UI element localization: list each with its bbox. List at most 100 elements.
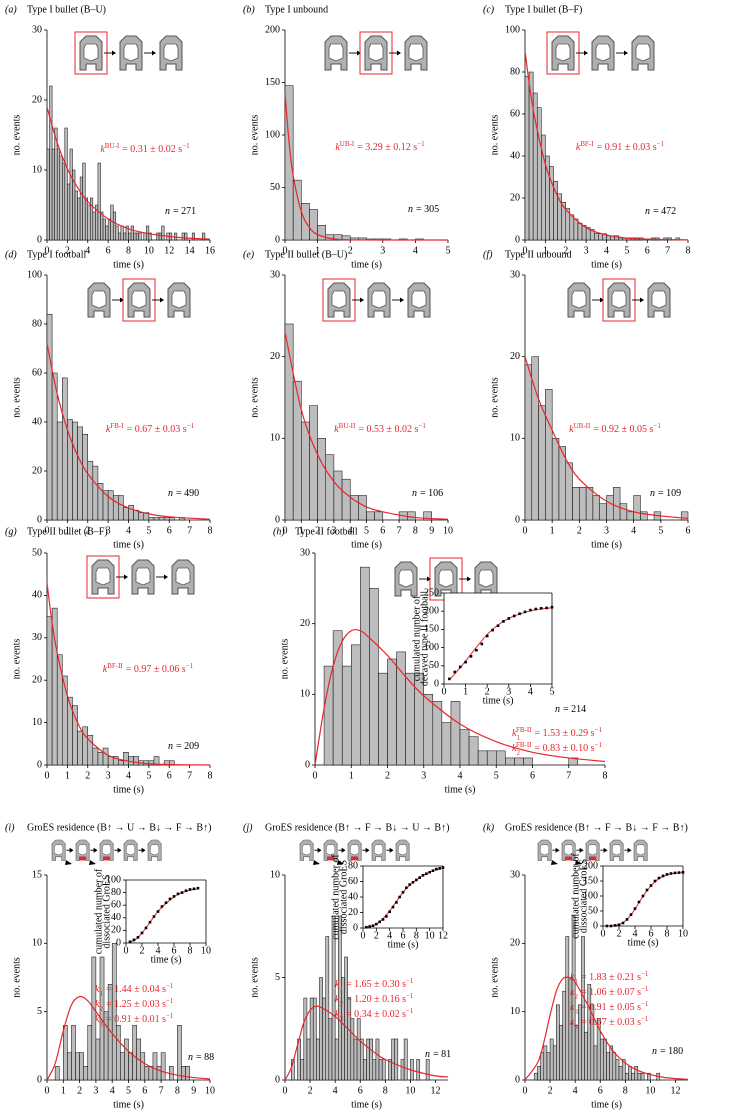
x-tick-label: 0 bbox=[361, 930, 366, 941]
rate-text: = 0.92 ± 0.05 s bbox=[593, 424, 653, 435]
panel-label: (d) bbox=[5, 249, 17, 260]
rate-unit-sup: −1 bbox=[657, 140, 665, 148]
inset-point bbox=[425, 872, 428, 876]
x-tick-label: 8 bbox=[413, 525, 418, 536]
bar bbox=[333, 470, 343, 521]
icon bbox=[171, 559, 195, 595]
inset-point bbox=[172, 895, 176, 898]
bar bbox=[496, 750, 506, 766]
panel-label: (f) bbox=[483, 249, 493, 260]
inset-point bbox=[192, 887, 196, 891]
bar bbox=[626, 511, 634, 521]
count-text: = 305 bbox=[416, 204, 439, 215]
y-tick-label: 20 bbox=[510, 351, 520, 362]
bar bbox=[396, 651, 406, 766]
x-axis-label: time (s) bbox=[113, 1099, 144, 1110]
x-tick-label: 4 bbox=[156, 945, 161, 956]
bar bbox=[625, 1072, 629, 1081]
arrow-head bbox=[400, 297, 404, 303]
bar bbox=[84, 197, 88, 241]
inset-point bbox=[405, 886, 408, 889]
count-note: n = 305 bbox=[408, 204, 439, 215]
bar bbox=[378, 1059, 383, 1081]
bar bbox=[97, 162, 101, 241]
icon-cavity bbox=[540, 844, 550, 856]
bar bbox=[128, 505, 134, 521]
x-tick-label: 14 bbox=[185, 245, 195, 256]
y-tick-label: 50 bbox=[429, 660, 439, 671]
rate-unit-sup: −1 bbox=[406, 977, 414, 985]
bar bbox=[56, 421, 63, 521]
y-tick-label: 10 bbox=[300, 689, 310, 700]
bar bbox=[152, 1052, 158, 1081]
bar bbox=[637, 1072, 642, 1081]
y-axis-label: no. events bbox=[249, 115, 260, 156]
icon bbox=[123, 839, 138, 861]
x-axis-label: time (s) bbox=[351, 1099, 382, 1110]
icon bbox=[79, 35, 103, 71]
rate-label: k2 = 1.06 ± 0.07 s−1 bbox=[570, 985, 649, 1001]
bar bbox=[366, 511, 375, 521]
x-tick-label: 0 bbox=[124, 945, 129, 956]
bar bbox=[144, 1066, 150, 1081]
pointer bbox=[551, 860, 558, 865]
bar bbox=[112, 211, 117, 241]
bar bbox=[350, 1018, 355, 1081]
x-tick-label: 2 bbox=[617, 928, 622, 939]
bar bbox=[565, 936, 570, 1081]
bar bbox=[603, 1038, 607, 1081]
rate-symbol: k bbox=[95, 999, 100, 1010]
bar bbox=[123, 752, 129, 766]
y-tick-label: 0 bbox=[515, 514, 520, 525]
inset-point bbox=[677, 871, 681, 874]
bar bbox=[553, 180, 558, 241]
bar bbox=[391, 1038, 395, 1081]
bar bbox=[331, 915, 336, 1081]
bar bbox=[316, 1038, 320, 1081]
icon-cavity bbox=[374, 844, 384, 856]
y-tick-label: 0 bbox=[515, 1074, 520, 1085]
bar bbox=[132, 1025, 137, 1081]
y-tick-label: 0 bbox=[275, 1074, 280, 1085]
x-tick-label: 0 bbox=[523, 525, 528, 536]
panel: (c) Type I bullet (B–F) 0 20 40 60 80 100 0 1 2 3 4 5… bbox=[483, 4, 691, 270]
rate-sup: UB-I bbox=[340, 140, 355, 148]
inset-point bbox=[184, 889, 188, 893]
x-tick-label: 6 bbox=[167, 770, 172, 781]
bar bbox=[594, 233, 599, 241]
rate-symbol: k bbox=[103, 664, 108, 675]
inset-point bbox=[428, 870, 431, 874]
panel: (k) GroES residence (B↑ → F → B↓ → F → B↑… bbox=[483, 822, 689, 1110]
y-tick-label: 100 bbox=[265, 129, 280, 140]
pointer bbox=[65, 860, 72, 865]
arrow-head bbox=[160, 297, 164, 303]
rate-sub: 1 bbox=[574, 978, 578, 986]
x-tick-label: 4 bbox=[413, 245, 418, 256]
bar bbox=[107, 218, 111, 241]
bar bbox=[123, 232, 127, 241]
rate-unit-sup: −1 bbox=[166, 982, 174, 990]
rate-label: k1 = 1.83 ± 0.21 s−1 bbox=[570, 970, 649, 986]
fit-curve bbox=[46, 106, 211, 240]
y-tick-label: 20 bbox=[32, 674, 42, 685]
inset-point bbox=[152, 915, 156, 918]
icon bbox=[327, 282, 351, 318]
count-note: n = 109 bbox=[650, 488, 681, 499]
bar bbox=[565, 462, 573, 521]
y-tick-label: 100 bbox=[106, 874, 121, 885]
icon bbox=[647, 282, 671, 318]
x-tick-label: 0 bbox=[45, 525, 50, 536]
inset-point bbox=[431, 869, 435, 872]
bar bbox=[631, 1072, 635, 1081]
bar bbox=[140, 1052, 146, 1081]
rate-sub: 2 bbox=[574, 993, 578, 1001]
inset-point bbox=[475, 648, 478, 652]
inset-y-label: dissociated GroES bbox=[101, 874, 112, 948]
y-tick-label: 100 bbox=[505, 24, 520, 35]
rate-unit-sup: −1 bbox=[166, 1012, 174, 1020]
inset-point bbox=[365, 925, 368, 929]
y-tick-label: 0 bbox=[434, 678, 439, 689]
rate-text: = 0.67 ± 0.03 s bbox=[581, 1017, 641, 1028]
icon-cavity bbox=[123, 43, 139, 62]
